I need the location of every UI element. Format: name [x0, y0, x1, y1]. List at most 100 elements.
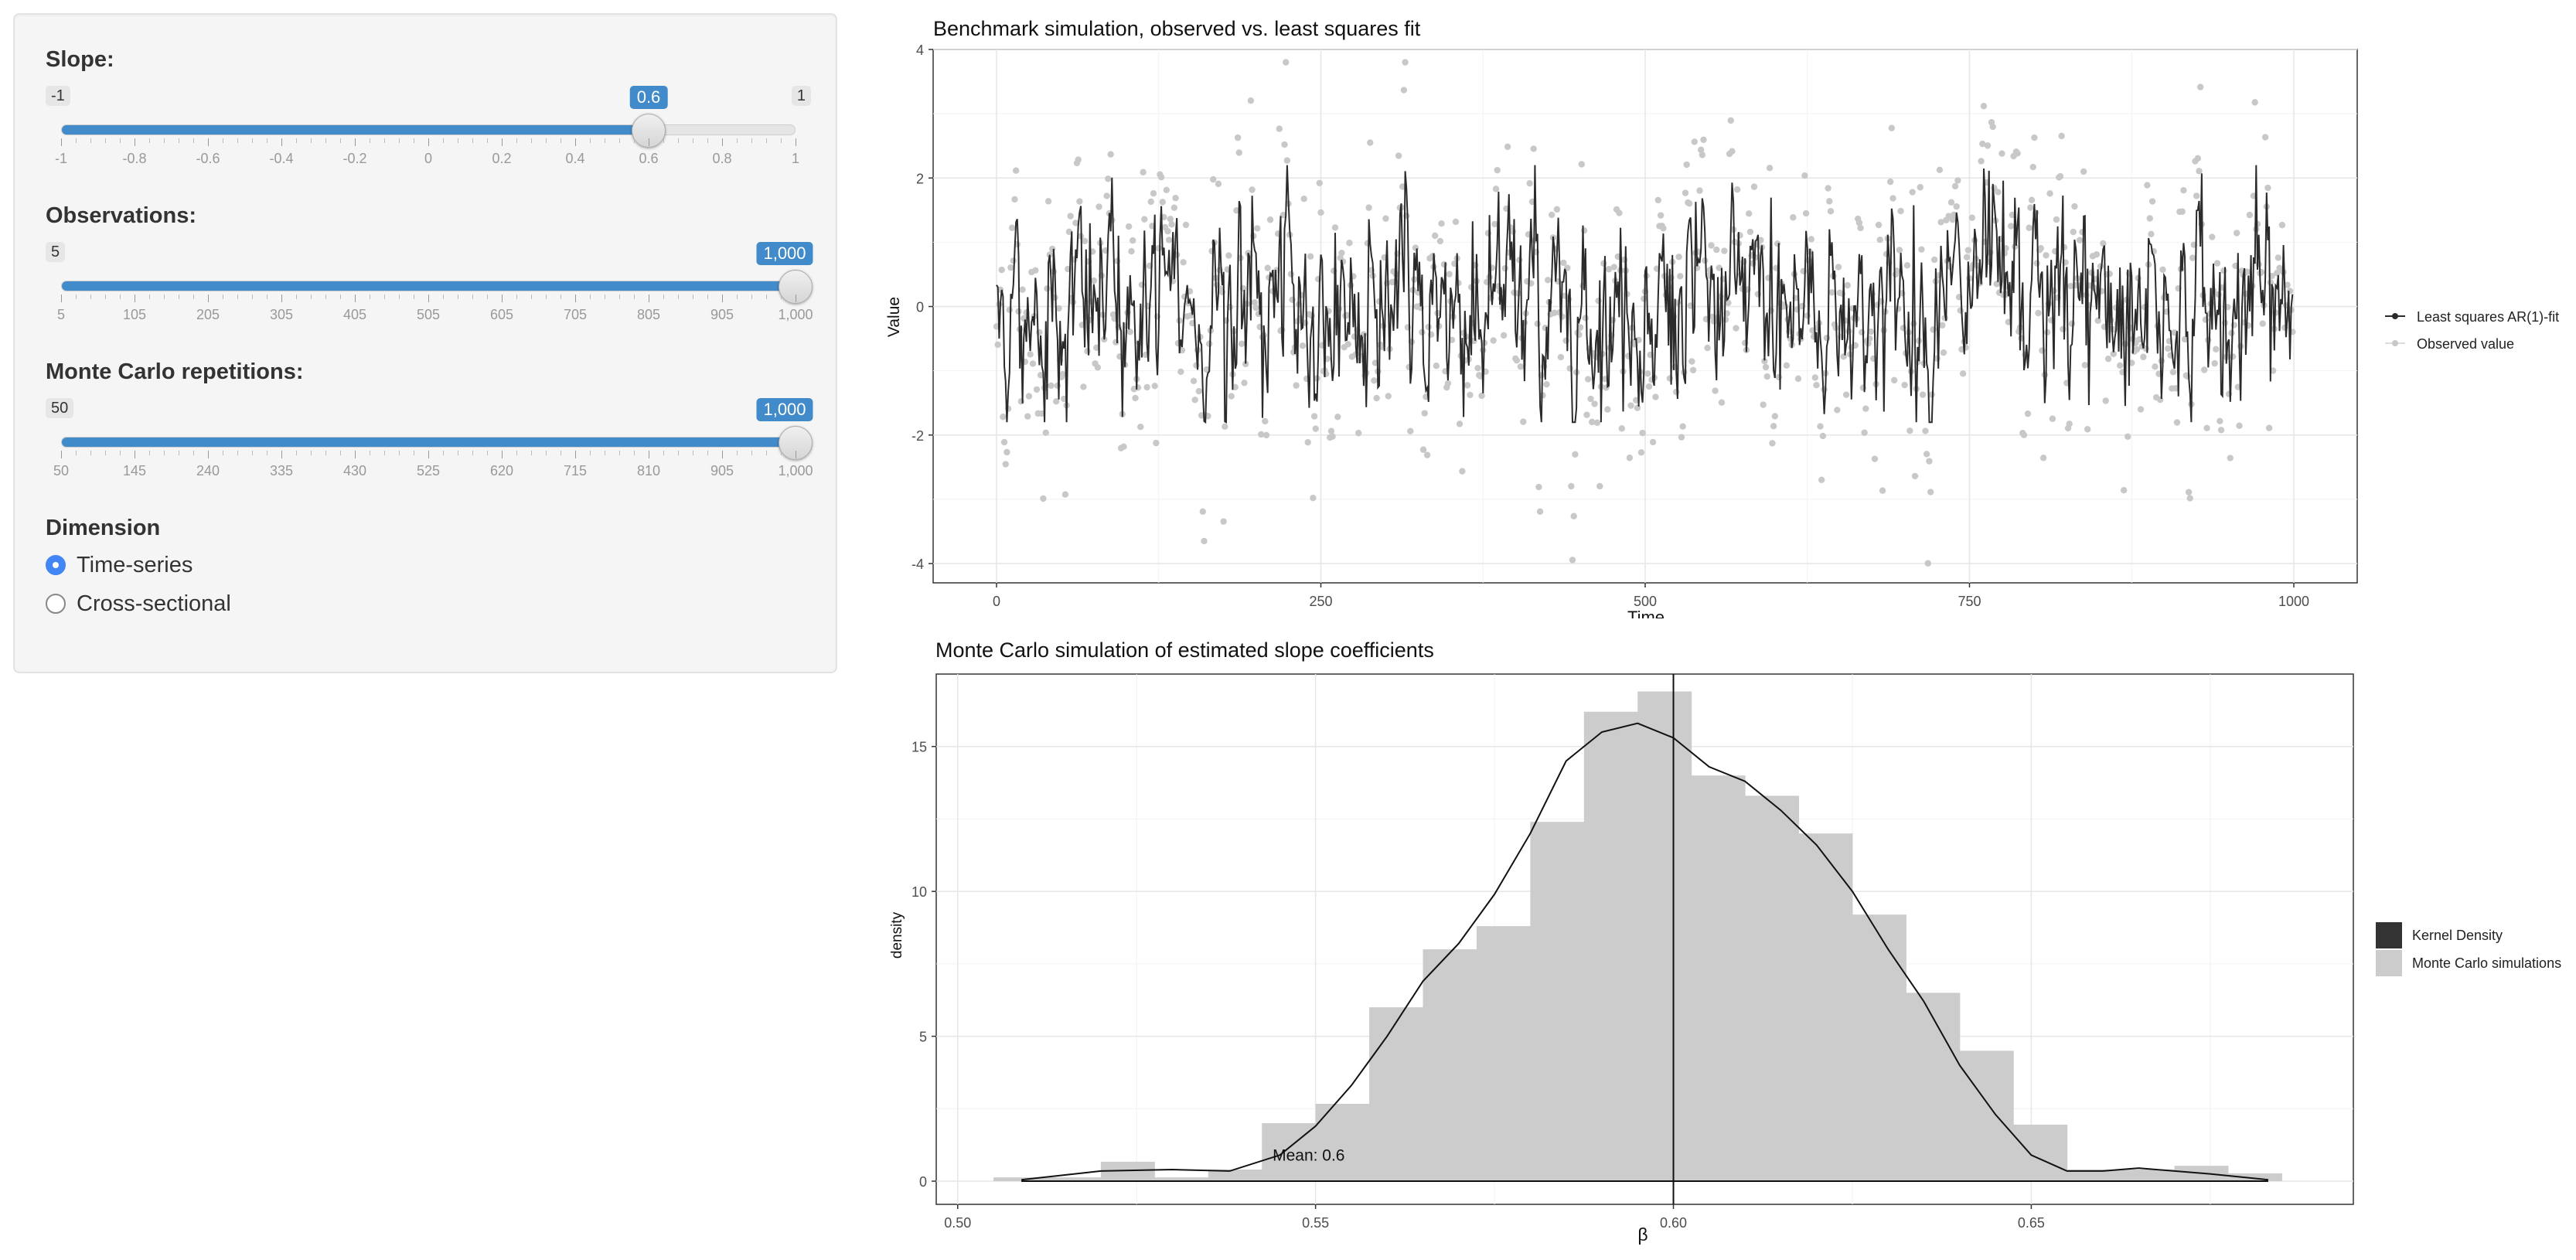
observed-point [1927, 489, 1934, 495]
observed-point [1205, 340, 1213, 347]
observed-point [1813, 381, 1820, 389]
observed-point [2284, 281, 2291, 288]
observed-point [1172, 195, 1179, 202]
repetitions-value-tag: 1,000 [756, 398, 813, 421]
slope-minor-tick [766, 138, 767, 143]
observed-point [1750, 183, 1758, 190]
observed-point [1699, 152, 1706, 158]
observed-point [2133, 346, 2141, 353]
observed-point [2140, 353, 2147, 361]
observed-point [1438, 220, 1445, 227]
observed-point [1911, 472, 1919, 480]
observed-point [1436, 237, 1444, 245]
observed-point [1794, 375, 1802, 383]
observations-minor-tick [340, 295, 341, 299]
observed-point [1937, 219, 1944, 226]
observations-slider[interactable]: 5 1,000 5 105 205 305 405 505 605 705 805 905 1,00… [46, 242, 813, 342]
observations-tick-label: 505 [416, 307, 441, 322]
observed-point [1463, 382, 1471, 389]
observed-point [1075, 156, 1082, 163]
observations-tick-label: 705 [563, 307, 588, 322]
observed-point [1790, 214, 1797, 221]
radio-option-time-series[interactable]: Time-series [46, 551, 193, 579]
observed-point [1993, 281, 2000, 288]
observed-point [1399, 183, 1406, 190]
observed-point [1688, 358, 1695, 365]
observations-label: Observations: [46, 203, 196, 228]
observed-point [1570, 513, 1577, 519]
observed-point [2104, 356, 2112, 363]
ts-y-tick-label: -2 [911, 428, 924, 444]
slope-handle[interactable] [632, 114, 666, 148]
observed-point [1685, 200, 1693, 207]
observed-point [2185, 489, 2193, 495]
observed-point [2152, 363, 2159, 370]
observed-point [2211, 359, 2218, 367]
observed-point [1147, 198, 1154, 206]
observed-point [1407, 427, 1414, 434]
radio-button-selected[interactable] [46, 555, 66, 575]
observed-point [1626, 455, 1634, 461]
observed-point [2172, 385, 2179, 392]
observed-point [1783, 362, 1791, 369]
observed-point [1132, 394, 1139, 402]
histogram-bar [2121, 1170, 2176, 1182]
repetitions-minor-tick [619, 451, 620, 455]
repetitions-tick-label: 240 [196, 463, 220, 478]
observed-point [1517, 363, 1525, 370]
observed-point [1727, 117, 1734, 124]
observed-point [2246, 211, 2254, 219]
observed-point [1037, 372, 1044, 379]
observed-point [1876, 237, 1883, 243]
slope-slider[interactable]: -1 1 0.6 -1 -0.8 -0.6 -0.4 -0.2 0 0.2 0.4 0.6 0.8… [46, 86, 811, 186]
observations-track[interactable] [61, 281, 796, 291]
observations-minor-tick [487, 295, 488, 299]
repetitions-major-tick [575, 451, 576, 458]
slope-major-tick [502, 138, 503, 146]
observations-minor-tick [384, 295, 385, 299]
observed-point [2020, 431, 2028, 438]
observed-point [1825, 185, 1831, 192]
repetitions-tick-label: 335 [269, 463, 294, 478]
radio-button[interactable] [46, 594, 66, 614]
ts-y-tick-label: 4 [916, 43, 924, 58]
observations-minor-tick [634, 295, 635, 299]
sidebar-panel: Slope: -1 1 0.6 -1 -0.8 -0.6 -0.4 -0.2 0 0.2 0.… [13, 13, 837, 673]
observed-point [1551, 309, 1558, 316]
slope-minor-tick [311, 138, 312, 143]
observed-point [1222, 423, 1228, 431]
observed-point [1721, 247, 1728, 254]
repetitions-slider[interactable]: 50 1,000 50 145 240 335 430 525 620 715 810 905 1,… [46, 398, 813, 499]
histogram-bar [1047, 1177, 1102, 1182]
observed-point [1402, 59, 1409, 66]
observed-point [1065, 228, 1073, 236]
observed-point [1964, 247, 1972, 254]
repetitions-minor-tick [737, 451, 738, 455]
observed-point [2159, 266, 2166, 273]
repetitions-track[interactable] [61, 437, 796, 448]
observed-point [1587, 395, 1594, 403]
mean-annotation: Mean: 0.6 [1273, 1146, 1344, 1164]
repetitions-minor-tick [663, 451, 664, 455]
repetitions-major-tick [281, 451, 282, 458]
ts-y-tick-label: 2 [916, 171, 924, 186]
observed-point [2066, 421, 2073, 427]
slope-track[interactable] [61, 124, 796, 135]
observed-point [1033, 386, 1041, 393]
repetitions-minor-tick [90, 451, 91, 455]
slope-major-tick [428, 138, 429, 146]
observed-point [1871, 455, 1879, 462]
observed-point [2194, 155, 2202, 162]
observed-point [1182, 221, 1190, 229]
observed-point [2094, 317, 2101, 324]
mc-legend: Kernel Density Monte Carlo simulations [2376, 922, 2561, 976]
ts-x-tick-label: 1000 [2278, 594, 2309, 609]
radio-option-cross-sectional[interactable]: Cross-sectional [46, 590, 231, 618]
observed-point [2037, 244, 2044, 252]
legend-key-density [2376, 922, 2402, 948]
histogram-bar [1315, 1103, 1370, 1182]
observed-point [1000, 414, 1007, 421]
observed-point [1140, 169, 1147, 175]
observed-point [1235, 149, 1242, 156]
observed-point [2165, 345, 2172, 352]
